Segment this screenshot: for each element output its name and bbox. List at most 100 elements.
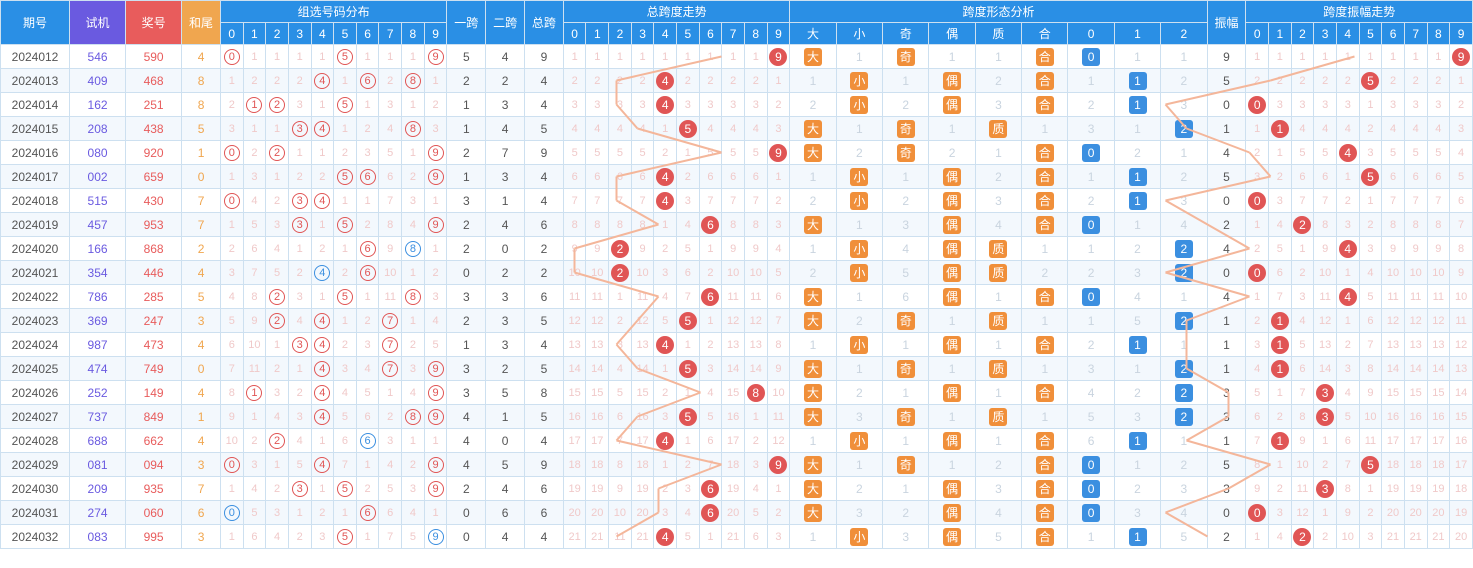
cell: 5 [379,141,402,165]
cell: 2 [1336,333,1359,357]
cell: 2024031 [1,501,70,525]
cell: 5 [677,405,700,429]
h-sub: 小 [836,23,882,45]
cell: 3 [1207,405,1246,429]
cell: 2 [379,69,402,93]
cell: 7 [609,429,632,453]
cell: 0 [447,525,486,549]
cell: 1 [243,381,266,405]
cell: 2 [447,141,486,165]
cell: 1 [266,165,289,189]
cell: 4 [677,501,700,525]
cell: 9 [424,45,447,69]
cell: 4 [402,213,425,237]
cell: 1 [288,45,311,69]
cell: 8 [1404,213,1427,237]
h-span2: 二跨 [486,1,525,45]
cell: 大 [790,381,836,405]
cell: 6 [356,429,379,453]
cell: 1 [836,45,882,69]
cell: 8 [722,213,745,237]
h-span1: 一跨 [447,1,486,45]
cell: 3 [1291,285,1314,309]
cell: 3 [379,429,402,453]
cell: 3 [586,93,609,117]
cell: 1 [1336,45,1359,69]
cell: 0 [1068,141,1114,165]
cell: 5 [677,237,700,261]
cell: 4 [1314,117,1337,141]
cell: 3 [1207,381,1246,405]
cell: 14 [1427,357,1450,381]
cell: 2024020 [1,237,70,261]
cell: 8 [402,405,425,429]
cell: 9 [220,405,243,429]
cell: 7 [586,189,609,213]
cell: 1 [1161,333,1207,357]
cell: 17 [563,429,586,453]
h-sub: 1 [243,23,266,45]
cell: 2 [1114,381,1160,405]
cell: 奇 [883,453,929,477]
cell: 4 [744,117,767,141]
cell: 13 [586,333,609,357]
cell: 合 [1022,165,1068,189]
cell: 2 [379,405,402,429]
cell: 4 [1291,309,1314,333]
cell: 2 [767,501,790,525]
cell: 1 [334,117,357,141]
cell: 2024030 [1,477,70,501]
cell: 2 [722,69,745,93]
cell: 8 [1291,405,1314,429]
h-sub: 9 [424,23,447,45]
table-row: 2024031274060605312166410662020102034620… [1,501,1473,525]
cell: 1 [1269,141,1292,165]
cell: 285 [126,285,182,309]
cell: 10 [609,501,632,525]
cell: 3 [1314,477,1337,501]
cell: 2 [424,93,447,117]
h-sub: 7 [379,23,402,45]
cell: 5 [356,381,379,405]
cell: 6 [356,69,379,93]
table-body: 2024012546590401111511195491111111119大1奇… [1,45,1473,549]
cell: 3 [288,93,311,117]
cell: 4 [525,69,564,93]
cell: 0 [1207,189,1246,213]
cell: 3 [975,189,1021,213]
cell: 1 [356,453,379,477]
cell: 2 [654,237,677,261]
cell: 13 [1382,333,1405,357]
cell: 4 [883,237,929,261]
table-row: 2024015208438531134124831454444154443大1奇… [1,117,1473,141]
cell: 21 [722,525,745,549]
cell: 21 [586,525,609,549]
cell: 4 [654,285,677,309]
h-sub: 8 [1427,23,1450,45]
cell: 3 [447,285,486,309]
cell: 3 [288,189,311,213]
cell: 3 [883,525,929,549]
cell: 6 [1314,165,1337,189]
cell: 6 [356,261,379,285]
cell: 2 [883,93,929,117]
cell: 偶 [929,93,975,117]
cell: 2 [266,285,289,309]
cell: 3 [1161,477,1207,501]
cell: 4 [1382,117,1405,141]
cell: 2 [266,69,289,93]
cell: 偶 [929,189,975,213]
table-row: 20240170026590131225662913466664266611小1… [1,165,1473,189]
cell: 6 [1382,165,1405,189]
cell: 1 [424,501,447,525]
cell: 2 [1114,141,1160,165]
table-header: 期号 试机 奖号 和尾 组选号码分布 一跨 二跨 总跨 总跨度走势 跨度形态分析… [1,1,1473,45]
cell: 849 [126,405,182,429]
cell: 3 [744,453,767,477]
h-sub: 0 [220,23,243,45]
cell: 935 [126,477,182,501]
cell: 21 [1427,525,1450,549]
cell: 4 [654,165,677,189]
h-sub: 6 [356,23,379,45]
cell: 1 [744,45,767,69]
